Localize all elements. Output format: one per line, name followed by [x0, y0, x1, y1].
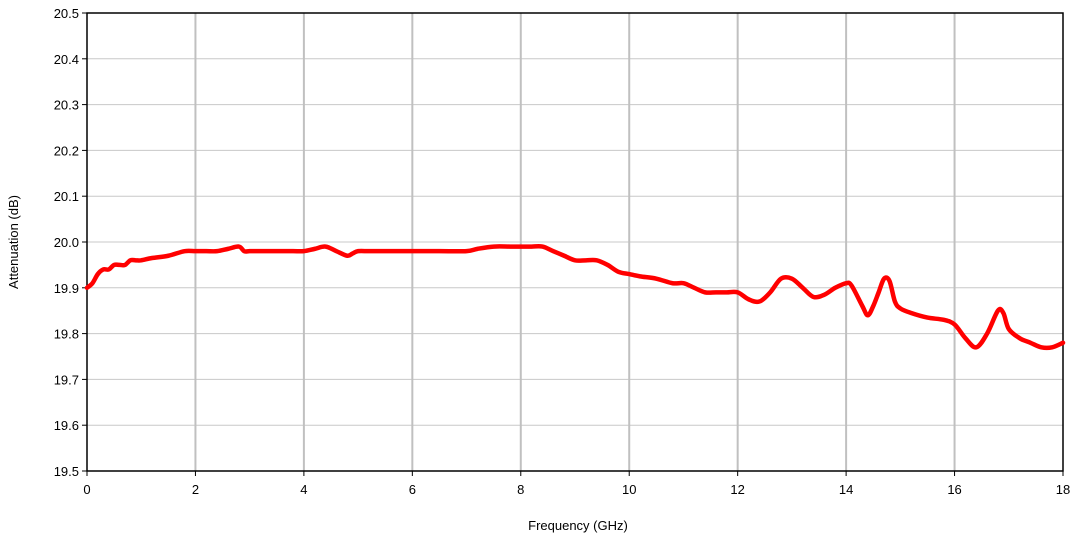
y-tick-label: 20.5: [54, 6, 79, 21]
x-axis-title: Frequency (GHz): [528, 518, 628, 533]
y-tick-label: 20.4: [54, 52, 79, 67]
y-tick-label: 20.0: [54, 235, 79, 250]
tick-labels: 19.5 19.6 19.7 19.8 19.9 20.0 20.1 20.2 20.3 20.4…: [54, 6, 1071, 497]
y-tick-label: 19.5: [54, 464, 79, 479]
axes: [82, 12, 1064, 476]
x-tick-label: 2: [192, 482, 199, 497]
y-tick-label: 20.2: [54, 143, 79, 158]
y-tick-label: 19.6: [54, 418, 79, 433]
y-tick-label: 19.7: [54, 372, 79, 387]
attenuation-series-line: [84, 243, 1066, 351]
x-tick-label: 16: [947, 482, 961, 497]
x-tick-label: 12: [730, 482, 744, 497]
data-series: [84, 243, 1066, 351]
x-tick-label: 6: [409, 482, 416, 497]
x-tick-label: 0: [83, 482, 90, 497]
x-tick-label: 14: [839, 482, 853, 497]
x-tick-label: 8: [517, 482, 524, 497]
y-tick-label: 19.9: [54, 281, 79, 296]
x-tick-label: 10: [622, 482, 636, 497]
x-tick-label: 4: [300, 482, 307, 497]
y-tick-label: 20.3: [54, 98, 79, 113]
x-tick-label: 18: [1056, 482, 1070, 497]
y-axis-title: Attenuation (dB): [6, 195, 21, 289]
gridlines: [87, 13, 1063, 471]
y-tick-label: 19.8: [54, 327, 79, 342]
y-tick-label: 20.1: [54, 189, 79, 204]
